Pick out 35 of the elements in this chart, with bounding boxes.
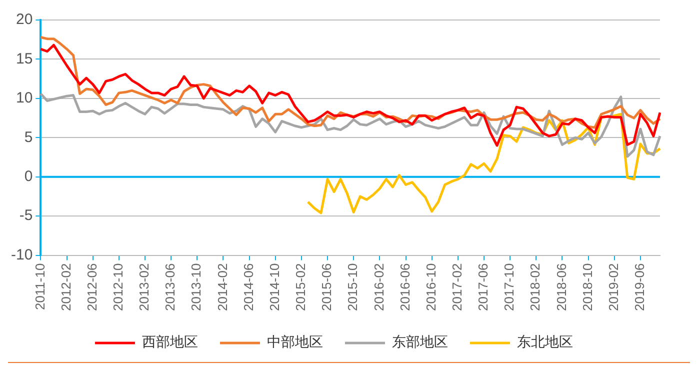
x-tick-label: 2014-10: [266, 263, 282, 312]
x-tick-label: 2011-10: [32, 263, 48, 310]
x-tick-label: 2019-02: [606, 263, 621, 312]
x-tick-label: 2018-02: [528, 263, 543, 312]
legend-label: 中部地区: [267, 334, 323, 351]
x-tick-label: 2018-10: [580, 263, 595, 312]
y-tick-label: -10: [10, 246, 33, 264]
x-tick-label: 2013-06: [162, 263, 178, 312]
y-tick-label: 10: [16, 90, 33, 107]
x-tick-label: 2014-06: [240, 263, 256, 312]
x-tick-label: 2015-10: [345, 263, 360, 312]
y-tick-label: -5: [19, 207, 33, 224]
x-tick-label: 2015-02: [293, 263, 308, 312]
x-tick-label: 2016-02: [371, 263, 386, 312]
x-tick-label: 2018-06: [554, 263, 569, 312]
legend-label: 西部地区: [142, 334, 198, 351]
x-tick-label: 2014-02: [214, 263, 230, 312]
x-tick-label: 2017-06: [476, 263, 491, 312]
legend-label: 东部地区: [392, 334, 448, 351]
x-tick-label: 2013-10: [188, 263, 204, 312]
x-tick-label: 2015-06: [319, 263, 334, 312]
x-tick-label: 2016-10: [423, 263, 438, 312]
x-tick-label: 2012-06: [84, 263, 100, 312]
x-tick-label: 2017-02: [449, 263, 464, 312]
y-tick-label: 20: [16, 11, 33, 28]
x-tick-label: 2016-06: [397, 263, 412, 312]
legend-label: 东北地区: [517, 334, 573, 351]
x-tick-label: 2013-02: [136, 263, 152, 312]
x-tick-label: 2012-10: [110, 263, 126, 312]
x-tick-label: 2017-10: [502, 263, 517, 312]
y-tick-label: 5: [24, 128, 33, 146]
x-tick-label: 2019-06: [632, 263, 648, 312]
x-tick-label: 2012-02: [58, 263, 74, 312]
y-tick-label: 15: [16, 50, 33, 68]
y-tick-label: 0: [24, 168, 33, 185]
